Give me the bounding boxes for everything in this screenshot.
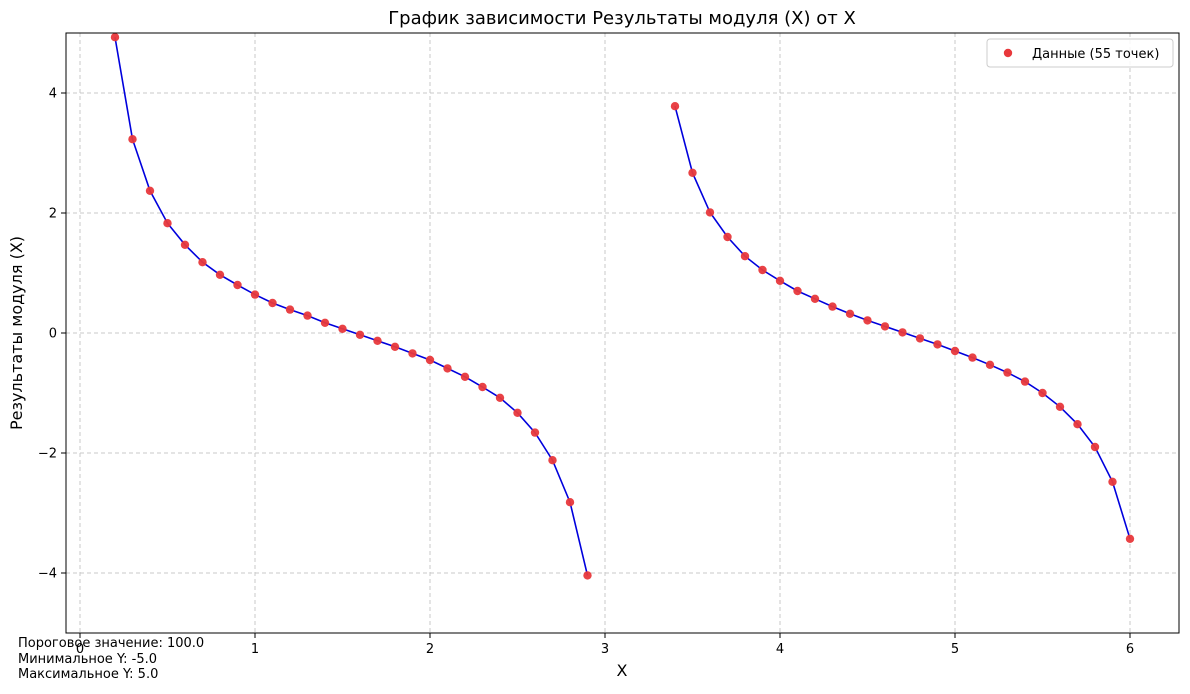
series-lines xyxy=(114,37,1131,576)
series-line-0 xyxy=(114,37,589,576)
x-tick-label-3: 3 xyxy=(601,642,609,657)
x-axis-label: X xyxy=(617,661,628,680)
data-point xyxy=(1090,442,1100,452)
data-point xyxy=(1125,534,1135,543)
data-point xyxy=(915,334,925,343)
chart-title: График зависимости Результаты модуля (X)… xyxy=(388,8,856,29)
series-markers xyxy=(110,33,1135,580)
data-point xyxy=(950,346,960,356)
x-tick-label-1: 1 xyxy=(251,642,259,657)
data-point xyxy=(145,186,155,195)
data-point xyxy=(198,258,207,267)
data-point xyxy=(723,232,732,242)
data-point xyxy=(408,349,417,358)
x-tick-label-5: 5 xyxy=(951,642,959,657)
data-point xyxy=(933,340,942,349)
y-tick-label-4: 4 xyxy=(49,87,57,102)
y-tick-label-2: 0 xyxy=(49,327,57,342)
data-point xyxy=(355,330,365,339)
data-point xyxy=(390,342,400,351)
data-point xyxy=(478,382,487,392)
data-point xyxy=(845,309,855,318)
threshold-text: Пороговое значение: 100.0 xyxy=(18,636,205,651)
x-tick-label-2: 2 xyxy=(426,642,434,657)
info-block: Пороговое значение: 100.0 Минимальное Y:… xyxy=(18,636,204,683)
data-point xyxy=(1020,377,1030,386)
data-point xyxy=(583,571,592,580)
data-point xyxy=(863,316,872,325)
data-point xyxy=(740,252,750,261)
data-point xyxy=(1108,477,1117,486)
series-line-1 xyxy=(674,105,1131,540)
data-point xyxy=(373,336,382,345)
legend-label: Данные (55 точек) xyxy=(1032,47,1159,62)
data-point xyxy=(163,219,172,228)
data-point xyxy=(250,290,260,299)
data-point xyxy=(303,311,312,320)
data-point xyxy=(985,360,995,369)
data-point xyxy=(425,355,435,365)
x-tick-label-0: 0 xyxy=(76,642,84,657)
data-point xyxy=(758,265,767,275)
max-y-text: Максимальное Y: 5.0 xyxy=(18,667,159,682)
data-point xyxy=(233,280,242,290)
y-tick-label-1: −2 xyxy=(38,447,57,462)
data-point xyxy=(793,286,802,296)
y-axis-label: Результаты модуля (X) xyxy=(7,236,26,430)
data-point xyxy=(268,298,277,308)
data-point xyxy=(285,305,295,314)
data-point xyxy=(1055,402,1065,411)
data-point xyxy=(443,364,452,373)
data-point xyxy=(215,270,225,279)
data-point xyxy=(320,318,330,327)
data-point xyxy=(968,353,977,362)
data-point xyxy=(530,428,540,437)
data-point xyxy=(1003,368,1012,377)
data-point xyxy=(338,324,347,333)
axis-ticks: 0 1 2 3 4 5 6 −4 −2 0 2 4 xyxy=(38,87,1134,658)
x-tick-label-4: 4 xyxy=(776,642,784,657)
data-point xyxy=(513,408,522,417)
y-tick-label-0: −4 xyxy=(38,567,57,582)
x-tick-label-6: 6 xyxy=(1126,642,1134,657)
grid xyxy=(66,33,1179,633)
y-tick-label-3: 2 xyxy=(49,207,57,222)
data-point xyxy=(705,208,715,217)
data-point xyxy=(460,372,470,381)
data-point xyxy=(565,498,575,507)
min-y-text: Минимальное Y: -5.0 xyxy=(18,651,158,667)
data-point xyxy=(180,240,190,249)
legend: Данные (55 точек) xyxy=(986,38,1174,68)
legend-marker xyxy=(1003,48,1013,58)
data-point xyxy=(128,135,137,144)
data-point xyxy=(898,328,907,337)
data-point xyxy=(548,456,557,465)
data-point xyxy=(775,276,785,285)
data-point xyxy=(688,168,697,177)
data-point xyxy=(810,294,820,303)
data-point xyxy=(828,302,837,311)
data-point xyxy=(495,393,505,402)
legend-box xyxy=(986,38,1174,68)
data-point xyxy=(1038,388,1047,398)
data-point xyxy=(1073,420,1082,429)
data-point xyxy=(110,33,120,42)
data-point xyxy=(880,322,890,331)
data-point xyxy=(670,102,680,111)
